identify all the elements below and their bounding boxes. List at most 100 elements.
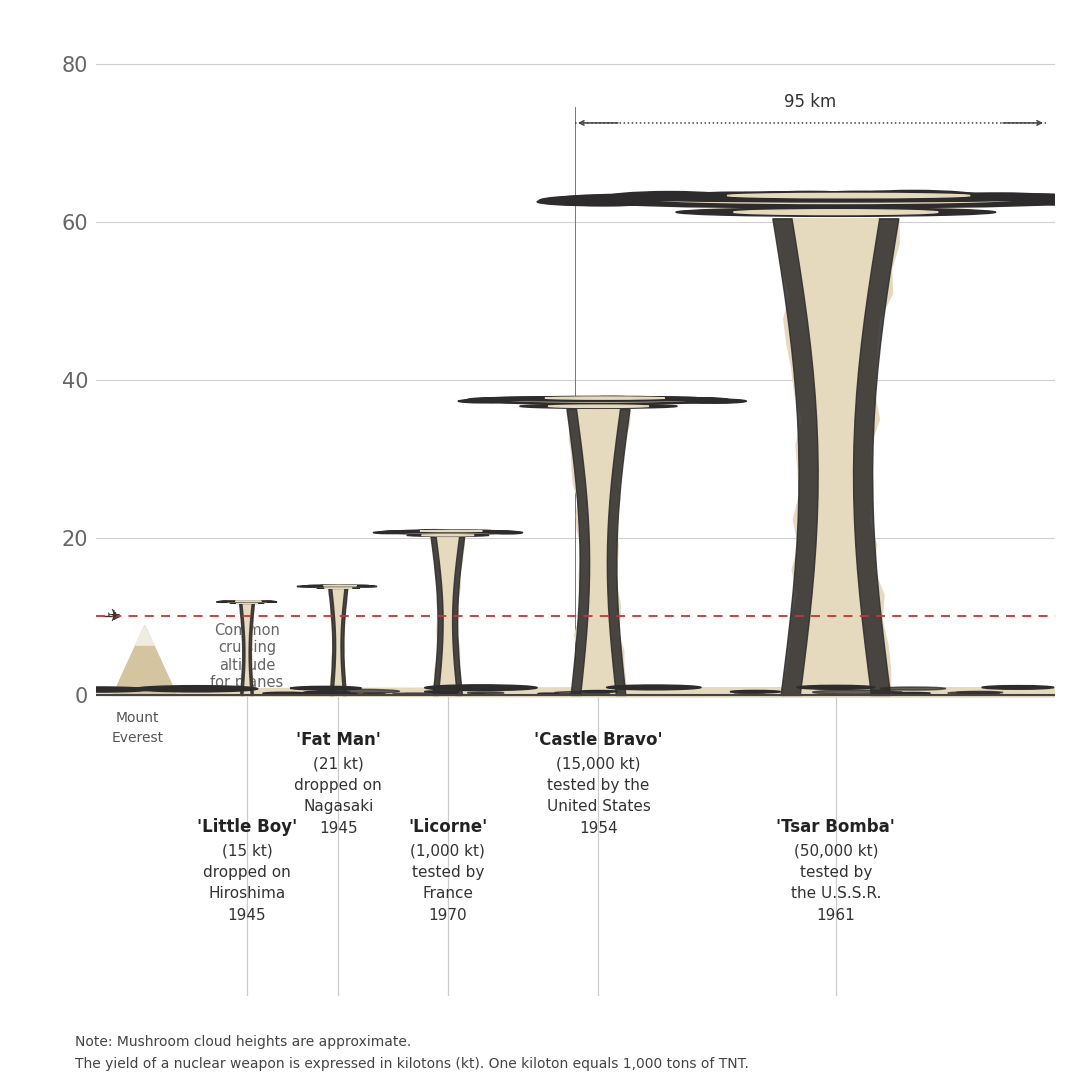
Text: cruising: cruising xyxy=(218,640,276,655)
Ellipse shape xyxy=(660,397,710,401)
Ellipse shape xyxy=(303,691,350,693)
Ellipse shape xyxy=(603,191,737,205)
Ellipse shape xyxy=(917,194,1006,200)
Ellipse shape xyxy=(921,194,1043,201)
Ellipse shape xyxy=(730,691,781,693)
Ellipse shape xyxy=(674,398,728,403)
Ellipse shape xyxy=(481,397,542,401)
Ellipse shape xyxy=(995,196,1071,203)
Ellipse shape xyxy=(559,196,669,205)
Ellipse shape xyxy=(135,685,258,692)
Text: 'Castle Bravo': 'Castle Bravo' xyxy=(534,731,663,749)
Ellipse shape xyxy=(387,530,509,533)
Ellipse shape xyxy=(955,194,1071,202)
Ellipse shape xyxy=(508,397,690,401)
Text: 'Fat Man': 'Fat Man' xyxy=(296,731,381,749)
Ellipse shape xyxy=(317,588,360,589)
Polygon shape xyxy=(112,626,177,695)
Ellipse shape xyxy=(290,687,361,690)
Polygon shape xyxy=(341,589,348,695)
Polygon shape xyxy=(854,219,899,695)
Ellipse shape xyxy=(492,531,513,533)
Ellipse shape xyxy=(313,585,363,586)
Ellipse shape xyxy=(519,405,677,408)
Ellipse shape xyxy=(555,692,610,694)
Ellipse shape xyxy=(467,397,525,403)
Ellipse shape xyxy=(290,693,321,695)
Ellipse shape xyxy=(613,196,691,201)
Ellipse shape xyxy=(600,193,1071,202)
Ellipse shape xyxy=(639,397,689,400)
Ellipse shape xyxy=(382,531,405,533)
Text: 95 km: 95 km xyxy=(784,94,836,111)
Ellipse shape xyxy=(540,196,674,206)
Polygon shape xyxy=(329,589,335,695)
Ellipse shape xyxy=(813,690,902,694)
Ellipse shape xyxy=(466,396,730,405)
Ellipse shape xyxy=(676,208,996,217)
Ellipse shape xyxy=(306,585,371,586)
Text: (21 kt)
dropped on
Nagasaki
1945: (21 kt) dropped on Nagasaki 1945 xyxy=(295,756,382,836)
Ellipse shape xyxy=(682,399,746,404)
Ellipse shape xyxy=(782,193,890,200)
Ellipse shape xyxy=(262,692,306,694)
Ellipse shape xyxy=(891,194,985,200)
Ellipse shape xyxy=(734,692,765,693)
Ellipse shape xyxy=(606,685,702,690)
Text: 'Licorne': 'Licorne' xyxy=(408,818,487,836)
Ellipse shape xyxy=(534,397,580,400)
Ellipse shape xyxy=(464,399,508,403)
Ellipse shape xyxy=(544,198,660,205)
Polygon shape xyxy=(240,604,255,695)
Ellipse shape xyxy=(218,601,275,603)
Ellipse shape xyxy=(578,694,601,695)
Ellipse shape xyxy=(510,397,555,400)
Ellipse shape xyxy=(316,690,399,693)
Ellipse shape xyxy=(0,689,70,694)
Ellipse shape xyxy=(715,191,851,201)
Text: 'Little Boy': 'Little Boy' xyxy=(197,818,297,836)
Polygon shape xyxy=(329,589,348,695)
Ellipse shape xyxy=(379,530,517,534)
Ellipse shape xyxy=(424,691,459,693)
Ellipse shape xyxy=(706,193,811,200)
Ellipse shape xyxy=(610,396,668,400)
Ellipse shape xyxy=(425,684,538,691)
Ellipse shape xyxy=(799,692,834,694)
Ellipse shape xyxy=(538,198,664,206)
Ellipse shape xyxy=(422,534,474,536)
Ellipse shape xyxy=(277,693,618,696)
Text: Common: Common xyxy=(214,622,280,638)
Ellipse shape xyxy=(1012,197,1071,203)
Polygon shape xyxy=(567,409,630,695)
Ellipse shape xyxy=(744,191,875,201)
Polygon shape xyxy=(250,604,255,695)
Ellipse shape xyxy=(448,530,474,532)
Polygon shape xyxy=(431,537,443,695)
Polygon shape xyxy=(773,219,818,695)
Polygon shape xyxy=(773,219,899,695)
Ellipse shape xyxy=(846,691,894,694)
Polygon shape xyxy=(607,409,630,695)
Ellipse shape xyxy=(650,195,1021,203)
Ellipse shape xyxy=(579,195,694,203)
Ellipse shape xyxy=(557,195,691,205)
Ellipse shape xyxy=(619,193,1053,209)
Polygon shape xyxy=(431,537,465,695)
Ellipse shape xyxy=(374,532,402,533)
Ellipse shape xyxy=(971,194,1071,203)
Ellipse shape xyxy=(945,193,1059,202)
Ellipse shape xyxy=(793,191,932,201)
Ellipse shape xyxy=(297,585,316,588)
Ellipse shape xyxy=(734,210,938,214)
Polygon shape xyxy=(136,626,154,645)
Ellipse shape xyxy=(797,685,875,690)
Ellipse shape xyxy=(0,688,84,693)
Ellipse shape xyxy=(222,692,975,696)
Ellipse shape xyxy=(579,691,617,692)
Ellipse shape xyxy=(956,691,1002,693)
Ellipse shape xyxy=(568,193,1071,208)
Ellipse shape xyxy=(494,531,523,534)
Ellipse shape xyxy=(849,194,926,199)
Text: 'Tsar Bomba': 'Tsar Bomba' xyxy=(776,818,895,836)
